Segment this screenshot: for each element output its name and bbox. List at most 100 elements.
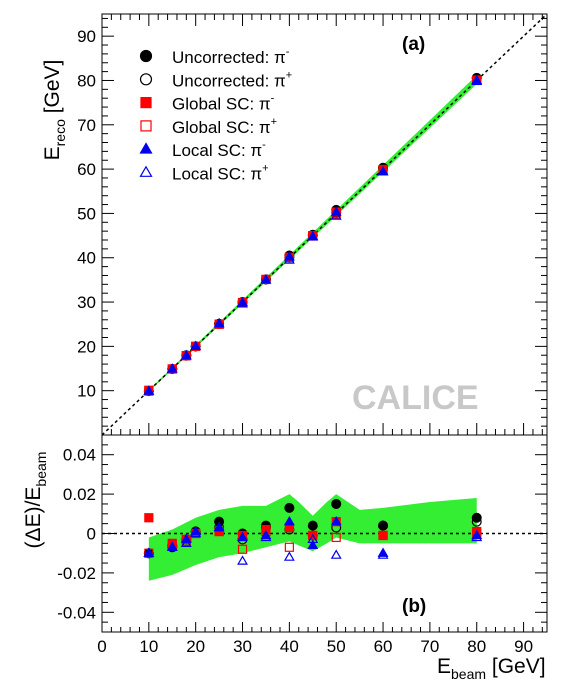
marker-b-s3-p7 xyxy=(284,542,294,552)
marker-b-s5-p5 xyxy=(237,555,248,565)
x-axis-label: Ebeam [GeV] xyxy=(437,655,546,682)
x-tick-label: 60 xyxy=(374,637,393,656)
marker-b-s4-p8 xyxy=(307,539,319,549)
legend-label-text: Uncorrected: π xyxy=(172,48,286,67)
legend: Uncorrected: π-Uncorrected: π+Global SC:… xyxy=(139,46,292,184)
y-axis-label-b-sub: beam xyxy=(33,452,49,487)
y-tick-label-a: 10 xyxy=(77,382,96,401)
legend-marker-3 xyxy=(140,120,152,132)
x-axis-label-sub: beam xyxy=(451,666,486,682)
marker-a-s5-p3 xyxy=(190,340,202,351)
marker-a-s5-p4 xyxy=(213,318,225,328)
legend-label-charge: + xyxy=(271,116,277,128)
y-tick-label-b: -0.04 xyxy=(57,603,96,622)
x-tick-label: 20 xyxy=(186,637,205,656)
x-tick-label: 10 xyxy=(139,637,158,656)
y-tick-label-a: 60 xyxy=(77,160,96,179)
marker-b-s3-p10 xyxy=(378,530,388,541)
legend-label-5: Local SC: π+ xyxy=(172,163,269,184)
marker-b-s4-p9 xyxy=(330,515,342,526)
y-tick-label-b: 0.02 xyxy=(63,485,96,504)
y-axis-label-a-unit: [GeV] xyxy=(41,60,64,120)
marker-b-s1-p11 xyxy=(471,516,482,527)
marker-b-s3-p5 xyxy=(237,544,248,554)
panel-a: 10 20 30 40 50 60 70 80 90 (a) CALICE Ereco [GeV… xyxy=(41,13,548,436)
marker-b-s5-p11 xyxy=(471,531,483,542)
y-tick-label-a: 90 xyxy=(77,27,96,46)
y-axis-label-a: Ereco [GeV] xyxy=(41,60,68,161)
x-tick-label: 50 xyxy=(327,637,346,656)
legend-label-text: Local SC: π xyxy=(172,141,262,160)
y-axis-label-b: (ΔE)/Ebeam xyxy=(22,452,49,549)
legend-label-text: Global SC: π xyxy=(172,118,271,137)
marker-a-s5-p9 xyxy=(330,210,342,220)
data-markers-a xyxy=(143,72,483,397)
y-axis-label-b-main: (ΔE)/E xyxy=(22,487,45,549)
marker-b-s5-p7 xyxy=(283,551,295,561)
legend-marker-5 xyxy=(139,165,153,177)
legend-label-charge: - xyxy=(271,93,275,105)
marker-a-s5-p0 xyxy=(143,385,155,395)
y-tick-label-a: 20 xyxy=(77,337,96,356)
legend-marker-4 xyxy=(139,142,153,154)
legend-marker-2 xyxy=(140,96,152,109)
marker-b-s4-p5 xyxy=(237,531,248,542)
marker-b-s5-p9 xyxy=(330,549,342,559)
legend-label-text: Uncorrected: π xyxy=(172,71,286,90)
legend-marker-0 xyxy=(139,49,153,63)
x-tick-label: 30 xyxy=(233,637,252,656)
legend-label-charge: + xyxy=(262,163,268,175)
y-axis-label-a-main: E xyxy=(41,146,64,160)
marker-b-s4-p7 xyxy=(283,515,295,526)
y-tick-label-b: -0.02 xyxy=(57,564,96,583)
panel-label-a: (a) xyxy=(402,34,425,55)
panel-label-b: (b) xyxy=(402,596,426,617)
marker-b-s5-p0 xyxy=(143,547,155,557)
legend-label-charge: + xyxy=(286,69,292,81)
legend-label-2: Global SC: π- xyxy=(172,93,275,114)
marker-a-s5-p10 xyxy=(377,166,389,176)
x-tick-label: 40 xyxy=(280,637,299,656)
legend-label-charge: - xyxy=(286,46,290,58)
marker-a-s5-p5 xyxy=(237,298,248,308)
marker-b-s0-p7 xyxy=(284,502,295,513)
y-tick-label-a: 70 xyxy=(77,116,96,135)
calice-watermark: CALICE xyxy=(352,379,479,417)
marker-a-s5-p6 xyxy=(260,274,272,284)
marker-a-s5-p8 xyxy=(307,230,319,241)
marker-b-s5-p10 xyxy=(377,549,389,559)
x-tick-label: 80 xyxy=(467,637,486,656)
y-tick-label-a: 40 xyxy=(77,249,96,268)
x-tick-labels: 0 10 20 30 40 50 60 70 80 90 xyxy=(97,637,533,656)
y-tick-label-a: 80 xyxy=(77,71,96,90)
legend-label-text: Global SC: π xyxy=(172,95,271,114)
x-tick-label: 0 xyxy=(97,637,106,656)
y-tick-label-b: 0.04 xyxy=(63,446,96,465)
marker-a-s5-p2 xyxy=(180,349,192,360)
marker-b-s5-p8 xyxy=(307,533,319,544)
y-tick-label-a: 30 xyxy=(77,293,96,312)
legend-label-0: Uncorrected: π- xyxy=(172,46,290,67)
data-markers-b xyxy=(143,498,483,565)
marker-b-s3-p8 xyxy=(308,530,318,541)
marker-b-s3-p9 xyxy=(331,532,341,543)
x-axis-label-main: E xyxy=(437,655,451,678)
marker-b-s1-p10 xyxy=(378,520,389,531)
x-tick-label: 90 xyxy=(514,637,533,656)
y-axis-label-a-sub: reco xyxy=(52,119,68,146)
marker-a-s5-p11 xyxy=(471,75,483,86)
marker-b-s5-p2 xyxy=(180,537,192,547)
legend-label-4: Local SC: π- xyxy=(172,139,266,160)
y-tick-label-b: 0 xyxy=(87,525,96,544)
marker-b-s2-p10 xyxy=(378,530,388,541)
marker-b-s5-p3 xyxy=(190,527,202,538)
y-tick-label-a: 50 xyxy=(77,204,96,223)
y-tick-labels-a: 10 20 30 40 50 60 70 80 90 xyxy=(77,27,96,401)
marker-b-s2-p0 xyxy=(144,513,154,523)
x-axis-label-unit: [GeV] xyxy=(486,655,546,678)
marker-a-s5-p1 xyxy=(166,363,178,373)
legend-label-text: Local SC: π xyxy=(172,165,262,184)
legend-label-3: Global SC: π+ xyxy=(172,116,277,137)
